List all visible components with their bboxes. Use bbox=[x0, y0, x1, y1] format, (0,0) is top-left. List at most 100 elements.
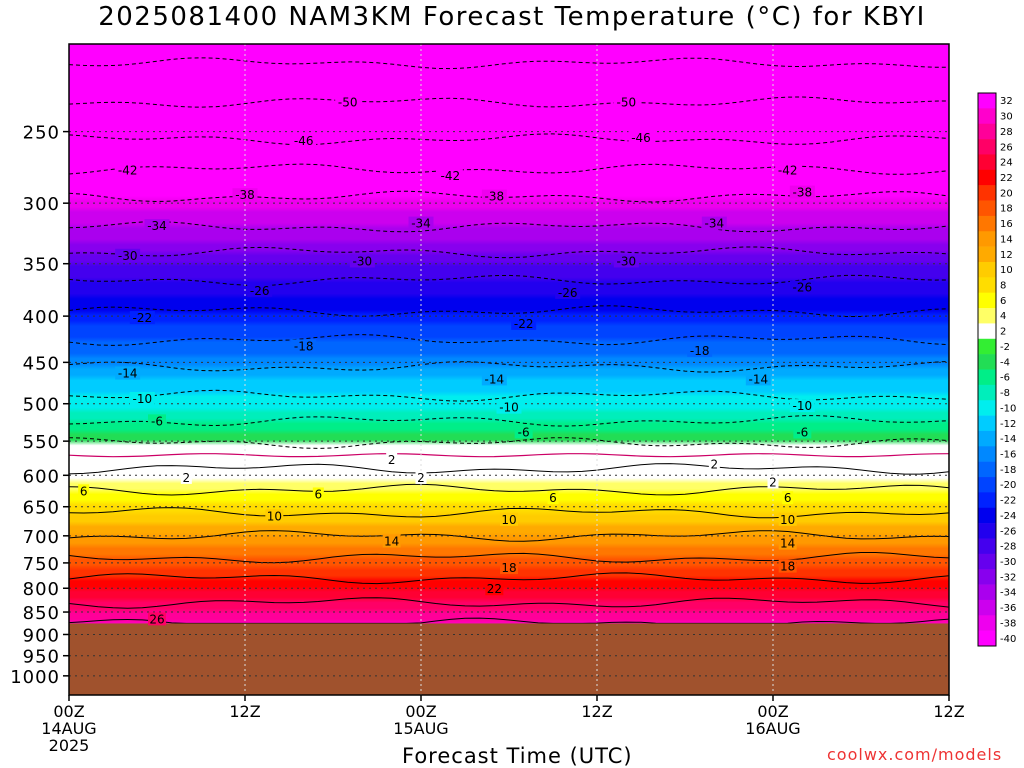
isotherm-label-text: 10 bbox=[780, 513, 795, 527]
colorbar-label: 6 bbox=[1000, 296, 1006, 307]
isotherm-label: 6 bbox=[547, 491, 559, 505]
colorbar-label: -36 bbox=[1000, 603, 1016, 614]
isotherm-label: 6 bbox=[782, 491, 794, 505]
y-tick-label: 850 bbox=[23, 603, 60, 624]
isotherm-label: 26 bbox=[148, 612, 166, 626]
x-tick-label: 00Z bbox=[405, 702, 436, 721]
isotherm-label: 2 bbox=[708, 457, 720, 472]
colorbar-label: -34 bbox=[1000, 588, 1016, 599]
x-tick-label: 00Z bbox=[757, 702, 788, 721]
isotherm-labels: -50 -50 -46 -46 -42 -42 -42 -38 -38 -38 -34 -34 -34 -… bbox=[78, 95, 815, 626]
colorbar-swatch bbox=[978, 369, 996, 386]
colorbar-swatch bbox=[978, 185, 996, 201]
isotherm-label-bg bbox=[687, 343, 713, 357]
isotherm-label: -6 bbox=[148, 414, 166, 428]
isotherm-label-text: -18 bbox=[294, 339, 314, 353]
isotherm-label-text: 2 bbox=[769, 475, 777, 489]
isotherm-label-bg bbox=[115, 248, 141, 262]
colorbar-swatch bbox=[978, 446, 996, 462]
colorbar-swatch bbox=[978, 384, 996, 401]
colorbar-swatch bbox=[978, 584, 996, 601]
colorbar-label: -6 bbox=[1000, 373, 1010, 384]
isotherm-label-text: -10 bbox=[133, 392, 153, 406]
isotherm-label: -34 bbox=[701, 216, 727, 231]
colorbar-swatch bbox=[978, 308, 996, 324]
x-tick-label: 12Z bbox=[933, 702, 964, 721]
x-tick-label: 15AUG bbox=[393, 719, 448, 738]
isotherm-label-text: 14 bbox=[780, 537, 795, 551]
colorbar-swatch bbox=[978, 215, 996, 232]
isotherm-label-bg bbox=[180, 470, 192, 484]
y-tick-label: 700 bbox=[23, 527, 60, 548]
y-tick-label: 950 bbox=[23, 647, 60, 668]
isotherm-label: -6 bbox=[793, 425, 812, 439]
isotherm-label: -42 bbox=[437, 169, 463, 183]
isotherm--18 bbox=[69, 334, 949, 346]
colorbar-label: -20 bbox=[1000, 480, 1016, 491]
colorbar-label: -26 bbox=[1000, 526, 1016, 537]
colorbar-label: -12 bbox=[1000, 419, 1016, 430]
credit-text: coolwx.com/models bbox=[827, 745, 1003, 764]
colorbar-label: -28 bbox=[1000, 542, 1016, 553]
isotherm-label-bg bbox=[613, 254, 639, 268]
isotherm-label-text: -26 bbox=[793, 281, 813, 295]
isotherm--54 bbox=[69, 57, 949, 70]
isotherm-0 bbox=[69, 453, 949, 458]
isotherm-label-bg bbox=[767, 475, 779, 489]
isotherm-label: -34 bbox=[144, 219, 170, 233]
isotherm--46 bbox=[69, 133, 949, 146]
isotherm-label-text: -34 bbox=[411, 217, 431, 231]
isotherm-label-text: 6 bbox=[80, 484, 88, 498]
isotherm-label: 2 bbox=[767, 475, 779, 489]
colorbar-label: 20 bbox=[1000, 188, 1013, 199]
isotherm-label-text: 2 bbox=[183, 471, 191, 485]
colorbar-swatch bbox=[978, 615, 996, 631]
isotherm--50 bbox=[69, 96, 949, 108]
isotherm-label: -30 bbox=[613, 254, 639, 268]
colorbar-label: -32 bbox=[1000, 572, 1016, 583]
y-tick-label: 250 bbox=[23, 123, 60, 144]
isotherm-label: -10 bbox=[129, 391, 155, 406]
x-tick-label: 12Z bbox=[229, 702, 260, 721]
colorbar-swatch bbox=[978, 553, 996, 570]
colorbar-swatch bbox=[978, 507, 996, 524]
isotherm-label-text: -30 bbox=[353, 254, 373, 268]
isotherm-label-text: -50 bbox=[338, 95, 358, 109]
y-tick-label: 650 bbox=[23, 498, 60, 519]
isotherm-label-text: 6 bbox=[315, 487, 323, 501]
isotherm-label: 22 bbox=[485, 582, 504, 596]
isotherm-label-text: -14 bbox=[749, 372, 769, 386]
isotherm-label-text: -38 bbox=[793, 186, 813, 200]
isotherm-label-text: -6 bbox=[518, 425, 530, 439]
colorbar-label: 10 bbox=[1000, 265, 1013, 276]
isotherm-label-text: -6 bbox=[796, 425, 808, 439]
isotherm-label: -14 bbox=[115, 366, 141, 381]
colorbar-swatch bbox=[978, 400, 996, 416]
isotherm-label-text: -26 bbox=[250, 284, 270, 298]
isotherm-label: -50 bbox=[335, 95, 361, 109]
isotherm--6 bbox=[69, 415, 949, 427]
x-tick-label: 2025 bbox=[49, 736, 90, 755]
isotherm-label-bg bbox=[382, 534, 401, 548]
isotherm-label-text: -46 bbox=[631, 131, 651, 145]
isotherm-label: -26 bbox=[789, 280, 815, 295]
colorbar-label: -40 bbox=[1000, 634, 1016, 645]
isotherm-label-bg bbox=[408, 216, 434, 230]
isotherm-label: -22 bbox=[511, 316, 537, 331]
isotherm-label: -10 bbox=[496, 400, 522, 415]
isotherm-label-text: -30 bbox=[118, 249, 138, 263]
colorbar-swatch bbox=[978, 292, 996, 309]
isotherm-label-bg bbox=[555, 285, 581, 299]
isotherm--22 bbox=[69, 305, 949, 317]
y-tick-label: 600 bbox=[23, 466, 60, 487]
isotherm-label-bg bbox=[148, 612, 166, 626]
isotherm-label-text: -14 bbox=[118, 367, 138, 381]
x-tick-label: 14AUG bbox=[41, 719, 96, 738]
isotherm-label: 10 bbox=[500, 512, 518, 527]
isotherm-label-bg bbox=[232, 188, 258, 202]
plot-frame bbox=[68, 43, 950, 696]
colorbar-swatch bbox=[978, 277, 996, 293]
isotherm-label: -18 bbox=[687, 343, 713, 358]
isotherm-26 bbox=[69, 597, 949, 609]
colorbar-label: 8 bbox=[1000, 281, 1006, 292]
